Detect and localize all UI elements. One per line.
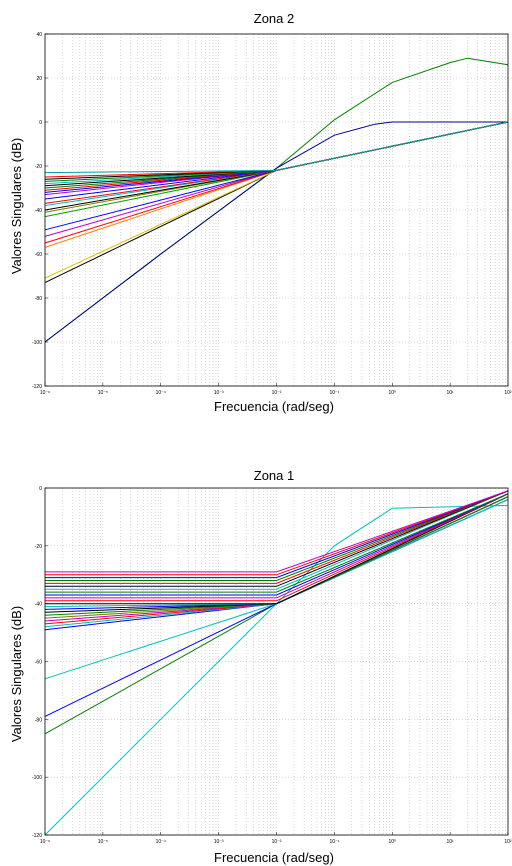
- x-tick-label: 10¹: [447, 390, 455, 396]
- y-tick-label: -100: [32, 775, 42, 781]
- series-line-15: [45, 493, 509, 599]
- y-tick-label: 0: [39, 120, 42, 126]
- x-tick-label: 10⁻¹: [329, 839, 339, 845]
- x-tick-label: 10¹: [447, 839, 455, 845]
- series-line-1: [44, 121, 508, 343]
- series-line-21: [45, 490, 509, 581]
- chart-zona-1: Zona 1 Frecuencia (rad/seg) Valores Sing…: [0, 430, 512, 866]
- y-tick-label: -60: [35, 660, 42, 666]
- x-tick-label: 10⁻¹: [329, 390, 339, 396]
- series-line-23: [44, 121, 509, 174]
- series-line-13: [45, 493, 509, 605]
- y-tick-label: -20: [35, 544, 42, 550]
- y-axis-label: Valores Singulares (dB): [9, 606, 24, 742]
- x-tick-label: 10⁻⁵: [98, 839, 108, 845]
- x-tick-label: 10⁻⁵: [98, 390, 108, 396]
- series-line-23: [45, 490, 509, 576]
- y-tick-label: -40: [35, 208, 42, 214]
- x-tick-label: 10⁰: [388, 390, 396, 396]
- series-line-20: [45, 490, 509, 584]
- y-tick-label: 0: [39, 486, 42, 492]
- x-tick-label: 10⁻⁶: [40, 839, 50, 845]
- x-tick-label: 10⁻⁶: [40, 390, 50, 396]
- x-tick-label: 10⁻³: [214, 390, 224, 396]
- x-tick-label: 10⁻²: [272, 839, 282, 845]
- y-tick-label: -120: [32, 833, 42, 839]
- y-tick-label: 40: [36, 32, 42, 38]
- chart-title: Zona 2: [254, 11, 294, 26]
- y-tick-label: -80: [35, 296, 42, 302]
- series-line-16: [45, 493, 509, 596]
- y-tick-label: 20: [36, 76, 42, 82]
- series-line-22: [45, 490, 509, 579]
- y-tick-label: -80: [35, 717, 42, 723]
- x-tick-label: 10²: [504, 839, 512, 845]
- series-line-17: [45, 493, 509, 593]
- y-tick-label: -20: [35, 164, 42, 170]
- y-tick-label: -40: [35, 602, 42, 608]
- x-tick-label: 10⁻²: [272, 390, 282, 396]
- chart-title: Zona 1: [254, 468, 294, 483]
- series-line-14: [45, 493, 509, 602]
- x-axis-label: Frecuencia (rad/seg): [214, 850, 334, 865]
- chart-zona-1-svg: Zona 1 Frecuencia (rad/seg) Valores Sing…: [9, 468, 512, 865]
- y-tick-label: -100: [32, 340, 42, 346]
- x-tick-label: 10⁻⁴: [156, 839, 166, 845]
- y-axis-label: Valores Singulares (dB): [9, 138, 24, 274]
- chart-zona-2: Zona 2 Frecuencia (rad/seg) Valores Sing…: [0, 0, 512, 430]
- plot-area: [44, 33, 509, 387]
- x-tick-label: 10⁻⁴: [156, 390, 166, 396]
- series-line-18: [45, 490, 509, 590]
- series-line-19: [45, 490, 509, 587]
- x-tick-label: 10²: [504, 390, 512, 396]
- x-tick-label: 10⁰: [388, 839, 396, 845]
- plot-area: [44, 487, 509, 836]
- x-axis-label: Frecuencia (rad/seg): [214, 399, 334, 414]
- y-tick-label: -60: [35, 252, 42, 258]
- y-tick-label: -120: [32, 384, 42, 390]
- series-line-24: [45, 490, 509, 573]
- chart-zona-2-svg: Zona 2 Frecuencia (rad/seg) Valores Sing…: [9, 11, 512, 414]
- x-tick-label: 10⁻³: [214, 839, 224, 845]
